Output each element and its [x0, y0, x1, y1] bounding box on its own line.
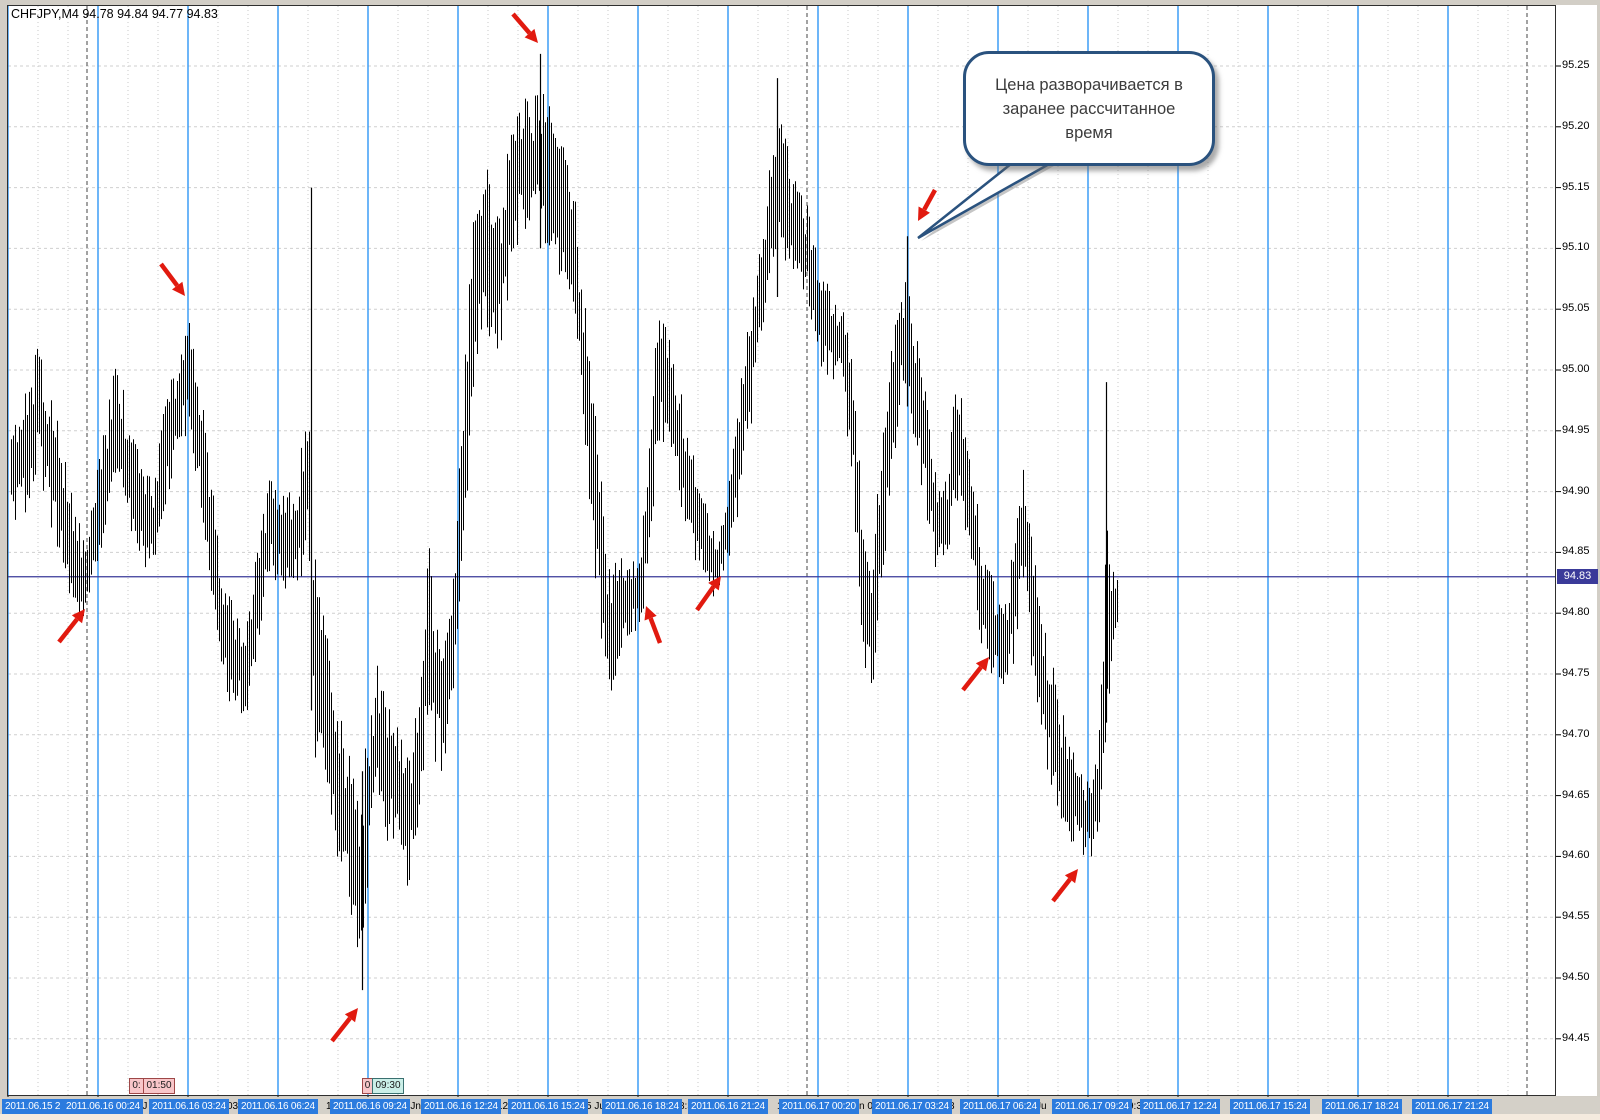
price-axis-label: 94.75: [1562, 667, 1590, 679]
trend-arrow-low-9480[interactable]: [644, 606, 663, 644]
arrow-head: [1064, 869, 1078, 884]
trend-arrow-low-9449[interactable]: [330, 1008, 358, 1043]
arrow-head: [975, 657, 989, 672]
callout-text-line: заранее рассчитанное: [1002, 99, 1176, 118]
time-axis-fragment: Jn 0: [854, 1101, 873, 1112]
arrow-shaft: [922, 188, 937, 211]
time-tag-0[interactable]: 0:: [129, 1078, 144, 1094]
plot-border: [7, 5, 1556, 1096]
arrow-head: [172, 281, 185, 296]
time-axis-label: 2011.06.16 18:24: [602, 1099, 682, 1114]
arrow-head: [71, 609, 85, 624]
price-axis-label: 94.55: [1562, 910, 1590, 923]
time-axis-fragment: 1: [326, 1101, 332, 1112]
time-axis-label: 2011.06.17 15:24: [1230, 1099, 1310, 1114]
time-axis-label: 2011.06.17 06:24: [960, 1099, 1040, 1114]
time-axis-label: 2011.06.16 03:24: [149, 1099, 229, 1114]
bid-price-box: 94.83: [1557, 568, 1598, 584]
price-axis-label: 95.05: [1562, 302, 1590, 315]
arrow-head: [918, 206, 930, 221]
time-axis-label: 2011.06.16 21:24: [688, 1099, 768, 1114]
time-axis-fragment: 4 Jn: [402, 1101, 421, 1112]
price-axis-label: 94.90: [1562, 484, 1590, 497]
arrow-head: [708, 576, 721, 591]
callout-text-line: время: [1065, 123, 1113, 142]
trend-arrow-peak-9505[interactable]: [159, 262, 185, 296]
arrow-shaft: [961, 665, 983, 692]
price-axis-label: 95.15: [1562, 180, 1590, 193]
arrow-shaft: [330, 1016, 352, 1043]
time-tag-0150[interactable]: 01:50: [143, 1078, 175, 1094]
price-axis-label: 94.80: [1562, 606, 1590, 619]
time-axis-fragment: 9:3: [1128, 1101, 1142, 1112]
trend-arrow-low-9460[interactable]: [1051, 869, 1078, 903]
trend-arrow-low-9479[interactable]: [57, 609, 85, 644]
price-axis-label: 94.65: [1562, 788, 1590, 801]
trend-arrow-peak-9511[interactable]: [918, 188, 937, 221]
arrow-head: [644, 606, 657, 621]
arrow-shaft: [648, 617, 663, 644]
trend-arrow-bid-cross[interactable]: [695, 576, 721, 612]
price-axis-label: 94.95: [1562, 423, 1590, 436]
time-tag-0930[interactable]: 09:30: [372, 1078, 404, 1094]
time-axis-label: 2011.06.16 00:24: [63, 1099, 143, 1114]
time-axis-label: 2011.06.17 03:24: [872, 1099, 952, 1114]
arrow-head: [344, 1008, 358, 1023]
time-axis-label: 2011.06.17 00:20: [779, 1099, 859, 1114]
callout-bubble[interactable]: Цена разворачивается в заранее рассчитанн…: [963, 51, 1215, 166]
chart-title: CHFJPY,M4 94.78 94.84 94.77 94.83: [11, 7, 218, 21]
time-axis-label: 2011.06.16 12:24: [421, 1099, 501, 1114]
time-axis-fragment: 5 Ju: [586, 1101, 605, 1112]
price-axis-label: 94.60: [1562, 849, 1590, 862]
arrow-shaft: [1051, 877, 1072, 903]
time-axis-fragment: 12: [497, 1101, 509, 1112]
time-axis-label: 2011.06.16 09:24: [330, 1099, 410, 1114]
plot-layer: [8, 6, 1555, 1095]
price-axis-label: 94.50: [1562, 971, 1590, 983]
bottom-strip: [0, 1114, 1600, 1120]
time-axis-label: 2011.06.17 12:24: [1140, 1099, 1220, 1114]
ohlc-bars: [11, 53, 1118, 991]
arrow-annotations: [57, 12, 1078, 1043]
price-axis-label: 95.25: [1562, 59, 1590, 71]
arrow-shaft: [57, 617, 79, 644]
price-axis-label: 94.45: [1562, 1031, 1590, 1044]
time-axis-label: 2011.06.16 06:24: [238, 1099, 318, 1114]
price-axis-label: 95.10: [1562, 241, 1590, 254]
arrow-head: [524, 28, 538, 43]
arrow-shaft: [159, 262, 179, 287]
callout-text-line: Цена разворачивается в: [995, 75, 1183, 94]
time-axis-fragment: 03:: [227, 1101, 241, 1112]
chart-background: [7, 5, 1597, 1096]
time-axis-label: 2011.06.17 21:24: [1412, 1099, 1492, 1114]
price-axis-label: 95.20: [1562, 119, 1590, 132]
arrow-shaft: [511, 12, 532, 35]
price-axis-label: 94.70: [1562, 727, 1590, 740]
trend-arrow-low-9477[interactable]: [961, 657, 989, 692]
trend-arrow-peak-9526[interactable]: [511, 12, 538, 43]
time-axis-label: 2011.06.17 09:24: [1052, 1099, 1132, 1114]
price-axis-label: 95.00: [1562, 363, 1590, 375]
time-axis-label: 2011.06.17 18:24: [1322, 1099, 1402, 1114]
arrow-shaft: [695, 585, 716, 612]
callout-tail-shadow: [921, 149, 1084, 241]
time-axis-label: 2011.06.16 15:24: [508, 1099, 588, 1114]
time-axis-label: 2011.06.15 2: [2, 1099, 64, 1114]
time-axis-fragment: 8:3: [679, 1101, 693, 1112]
price-axis-label: 94.85: [1562, 545, 1590, 558]
time-axis-fragment: Ju: [1036, 1101, 1047, 1112]
